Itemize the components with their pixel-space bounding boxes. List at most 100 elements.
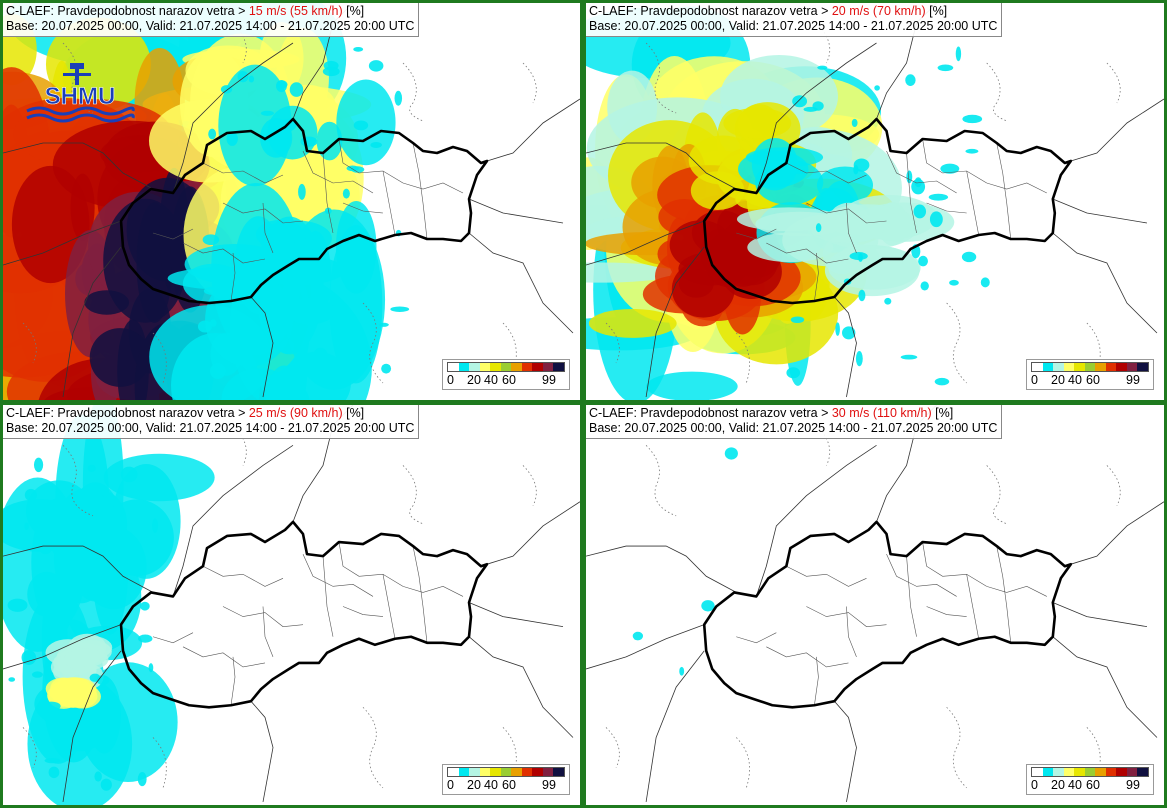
- river-line: [522, 62, 537, 104]
- country-border: [586, 624, 705, 670]
- district-line: [338, 138, 404, 184]
- probability-field: [586, 6, 990, 400]
- legend-tick-label: 40: [1068, 778, 1082, 792]
- threshold-value: 15 m/s (55 km/h): [248, 4, 343, 18]
- probability-field: [3, 405, 215, 805]
- title-unit: [%]: [931, 406, 954, 420]
- legend-swatches: [1031, 362, 1149, 372]
- legend-swatch: [1053, 768, 1064, 776]
- legend-swatch: [1126, 768, 1138, 776]
- legend-swatch: [1105, 768, 1117, 776]
- legend-swatch: [479, 363, 491, 371]
- district-line: [302, 553, 374, 597]
- legend-tick-label: 99: [542, 373, 556, 387]
- legend-swatch: [532, 363, 543, 371]
- title-prefix: C-LAEF: Pravdepodobnost narazov vetra >: [6, 4, 249, 18]
- country-border: [3, 220, 122, 266]
- legend-swatch: [1126, 363, 1138, 371]
- district-line: [262, 202, 274, 254]
- district-line: [342, 202, 384, 214]
- river-line: [1106, 62, 1121, 104]
- probability-map: [586, 405, 1164, 803]
- country-border: [250, 296, 274, 398]
- base-valid-line: Base: 20.07.2025 00:00, Valid: 21.07.202…: [6, 421, 415, 435]
- legend-tick-label: 60: [502, 778, 516, 792]
- river-line: [986, 465, 1007, 525]
- legend-swatch: [521, 768, 533, 776]
- slovakia-border: [119, 117, 489, 305]
- legend-swatch: [490, 363, 501, 371]
- legend-swatches: [447, 362, 565, 372]
- country-border: [1052, 636, 1158, 738]
- legend-swatch: [1116, 768, 1127, 776]
- title-line: C-LAEF: Pravdepodobnost narazov vetra > …: [589, 406, 997, 421]
- river-line: [946, 706, 967, 789]
- probability-field: [3, 3, 410, 400]
- country-border: [834, 700, 857, 803]
- district-line: [922, 541, 987, 587]
- title-line: C-LAEF: Pravdepodobnost narazov vetra > …: [589, 4, 997, 19]
- district-line: [786, 565, 867, 587]
- country-border: [586, 545, 737, 593]
- district-line: [996, 545, 1012, 643]
- legend-swatch: [1063, 768, 1075, 776]
- district-line: [202, 565, 284, 587]
- legend-swatch: [469, 363, 480, 371]
- legend-swatch: [1095, 768, 1106, 776]
- legend-swatch: [1137, 363, 1149, 371]
- river-line: [946, 302, 967, 384]
- slovakia-border: [119, 520, 489, 709]
- legend-swatch: [500, 363, 512, 371]
- district-line: [338, 541, 404, 587]
- legend-swatch: [1084, 768, 1096, 776]
- legend-swatch: [553, 768, 565, 776]
- base-valid-line: Base: 20.07.2025 00:00, Valid: 21.07.202…: [589, 19, 998, 33]
- legend-swatch: [458, 768, 470, 776]
- country-border: [172, 42, 294, 194]
- country-border: [586, 220, 705, 266]
- river-line: [362, 706, 384, 789]
- legend-tick-label: 99: [542, 778, 556, 792]
- river-line: [402, 465, 424, 525]
- district-line: [966, 574, 979, 639]
- district-line: [222, 606, 304, 627]
- country-border: [250, 700, 274, 803]
- legend-tick-label: 40: [484, 373, 498, 387]
- legend-swatch: [521, 363, 533, 371]
- legend-swatch: [1042, 363, 1054, 371]
- district-line: [412, 142, 428, 240]
- legend-swatch: [500, 768, 512, 776]
- legend-swatch: [448, 768, 459, 776]
- country-border: [834, 296, 857, 398]
- probability-map: [3, 405, 580, 805]
- legend-swatches: [447, 767, 565, 777]
- district-line: [152, 632, 194, 644]
- country-border: [755, 444, 877, 597]
- district-line: [926, 606, 967, 617]
- river-line: [1106, 465, 1121, 506]
- legend-tick-label: 40: [1068, 373, 1082, 387]
- river-line: [605, 727, 620, 768]
- district-line: [886, 553, 957, 597]
- title-line: C-LAEF: Pravdepodobnost narazov vetra > …: [6, 4, 414, 19]
- legend-tick-label: 99: [1126, 373, 1140, 387]
- river-line: [22, 727, 37, 768]
- district-line: [996, 142, 1012, 240]
- river-line: [522, 465, 537, 506]
- district-line: [786, 162, 867, 184]
- panel-title: C-LAEF: Pravdepodobnost narazov vetra > …: [3, 3, 420, 37]
- district-line: [736, 228, 777, 240]
- base-valid-line: Base: 20.07.2025 00:00, Valid: 21.07.202…: [6, 19, 415, 33]
- country-border: [3, 545, 154, 593]
- district-line: [342, 606, 384, 617]
- country-border: [172, 444, 294, 597]
- legend-tick-label: 40: [484, 778, 498, 792]
- legend-tick-label: 60: [502, 373, 516, 387]
- river-line: [152, 332, 167, 384]
- logo-text: SHMU: [45, 83, 116, 110]
- district-line: [906, 556, 917, 637]
- legend-swatch: [469, 768, 480, 776]
- country-border: [645, 650, 705, 803]
- title-unit: [%]: [925, 4, 948, 18]
- district-line: [322, 152, 334, 234]
